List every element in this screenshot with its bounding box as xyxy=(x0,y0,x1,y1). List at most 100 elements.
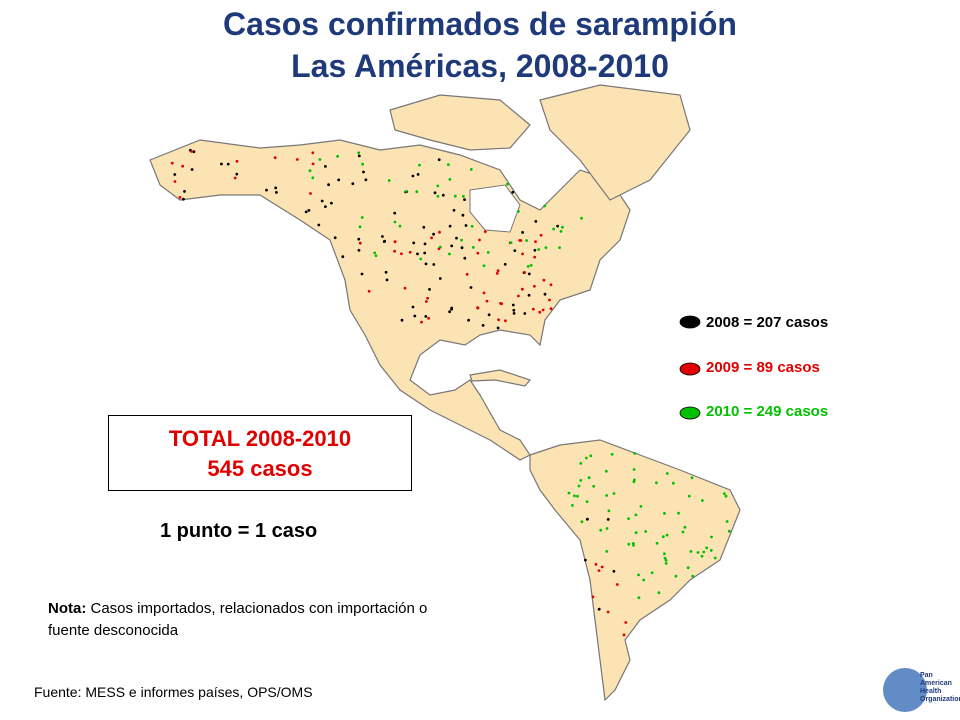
case-dot xyxy=(190,150,194,153)
legend-swatch xyxy=(679,362,701,376)
case-dot xyxy=(576,494,579,498)
case-dot xyxy=(634,531,638,535)
subtitle: Las Américas, 2008-2010 xyxy=(291,48,669,84)
case-dot xyxy=(624,621,628,624)
case-dot xyxy=(579,462,583,465)
case-dot xyxy=(559,230,563,233)
case-dot xyxy=(637,596,641,600)
case-dot xyxy=(438,230,441,234)
case-dot xyxy=(400,318,404,322)
case-dot xyxy=(725,520,729,523)
case-dot xyxy=(448,224,452,228)
legend-label: 2010 = 249 casos xyxy=(706,403,829,420)
case-dot xyxy=(453,194,457,198)
case-dot xyxy=(634,513,638,517)
case-dot xyxy=(594,563,598,566)
total-box: TOTAL 2008-2010 545 casos xyxy=(108,415,412,491)
title: Casos confirmados de sarampión xyxy=(223,6,737,42)
case-dot xyxy=(408,250,412,254)
case-dot xyxy=(404,190,408,193)
case-dot xyxy=(461,213,465,217)
legend-swatch xyxy=(679,315,701,329)
case-dot xyxy=(657,591,661,595)
case-dot xyxy=(465,272,469,276)
case-dot xyxy=(192,150,196,154)
note: Nota: Casos importados, relacionados con… xyxy=(48,598,428,642)
case-dot xyxy=(416,173,420,176)
north-america xyxy=(149,139,631,461)
case-dot xyxy=(381,235,384,238)
note-text: Casos importados, relacionados con impor… xyxy=(48,600,428,639)
case-dot xyxy=(416,252,419,256)
case-dot xyxy=(173,180,177,183)
case-dot xyxy=(542,278,546,282)
logo-line: Health xyxy=(920,688,942,695)
case-dot xyxy=(587,476,591,480)
case-dot xyxy=(383,239,386,243)
case-dot xyxy=(438,277,442,280)
case-dot xyxy=(577,484,581,488)
case-dot xyxy=(476,251,480,255)
case-dot xyxy=(470,224,474,228)
case-dot xyxy=(597,607,601,611)
case-dot xyxy=(686,566,690,570)
case-dot xyxy=(309,192,312,195)
case-dot xyxy=(607,509,611,513)
case-dot xyxy=(411,305,415,309)
case-dot xyxy=(413,314,417,318)
case-dot xyxy=(357,248,361,252)
case-dot xyxy=(393,240,397,244)
hudson-bay xyxy=(469,184,521,233)
case-dot xyxy=(265,188,268,192)
case-dot xyxy=(525,239,528,242)
case-dot xyxy=(615,583,619,586)
case-dot xyxy=(533,248,537,252)
case-dot xyxy=(423,242,427,246)
case-dot xyxy=(512,308,516,312)
case-dot xyxy=(337,178,341,182)
arctic-islands xyxy=(389,94,531,151)
legend-label: 2008 = 207 casos xyxy=(706,314,829,331)
case-dot xyxy=(415,190,419,194)
case-dot xyxy=(327,183,330,187)
case-dot xyxy=(663,552,666,556)
case-dot xyxy=(606,518,610,521)
logo-text: Pan American Health Organization xyxy=(920,672,960,704)
case-dot xyxy=(183,190,186,193)
scale-note: 1 punto = 1 caso xyxy=(160,520,318,542)
case-dot xyxy=(497,318,500,322)
case-dot xyxy=(403,286,407,290)
case-dot xyxy=(496,269,500,273)
case-dot xyxy=(533,255,537,259)
case-dot xyxy=(632,480,636,484)
case-dot xyxy=(511,190,515,194)
case-dot xyxy=(637,573,640,577)
case-dot xyxy=(683,525,687,529)
case-dot xyxy=(393,211,397,215)
source: Fuente: MESS e informes países, OPS/OMS xyxy=(34,684,313,700)
case-dot xyxy=(674,574,678,578)
case-dot xyxy=(600,565,604,569)
note-label: Nota: xyxy=(48,600,87,617)
case-dot xyxy=(713,556,717,560)
case-dot xyxy=(235,159,239,163)
case-dot xyxy=(573,494,576,498)
case-dot xyxy=(393,249,396,253)
case-dot xyxy=(483,230,487,234)
greenland xyxy=(539,84,691,201)
case-dot xyxy=(424,262,428,266)
case-dot xyxy=(448,252,451,256)
case-dot xyxy=(295,158,299,161)
case-dot xyxy=(320,199,324,203)
case-dot xyxy=(541,308,545,312)
case-dot xyxy=(539,233,543,237)
case-dot xyxy=(427,316,430,320)
case-dot xyxy=(471,246,475,249)
case-dot xyxy=(661,535,665,539)
case-dot xyxy=(543,292,547,296)
case-dot xyxy=(430,236,433,240)
case-dot xyxy=(633,452,637,455)
case-dot xyxy=(446,163,450,167)
case-dot xyxy=(432,232,435,236)
